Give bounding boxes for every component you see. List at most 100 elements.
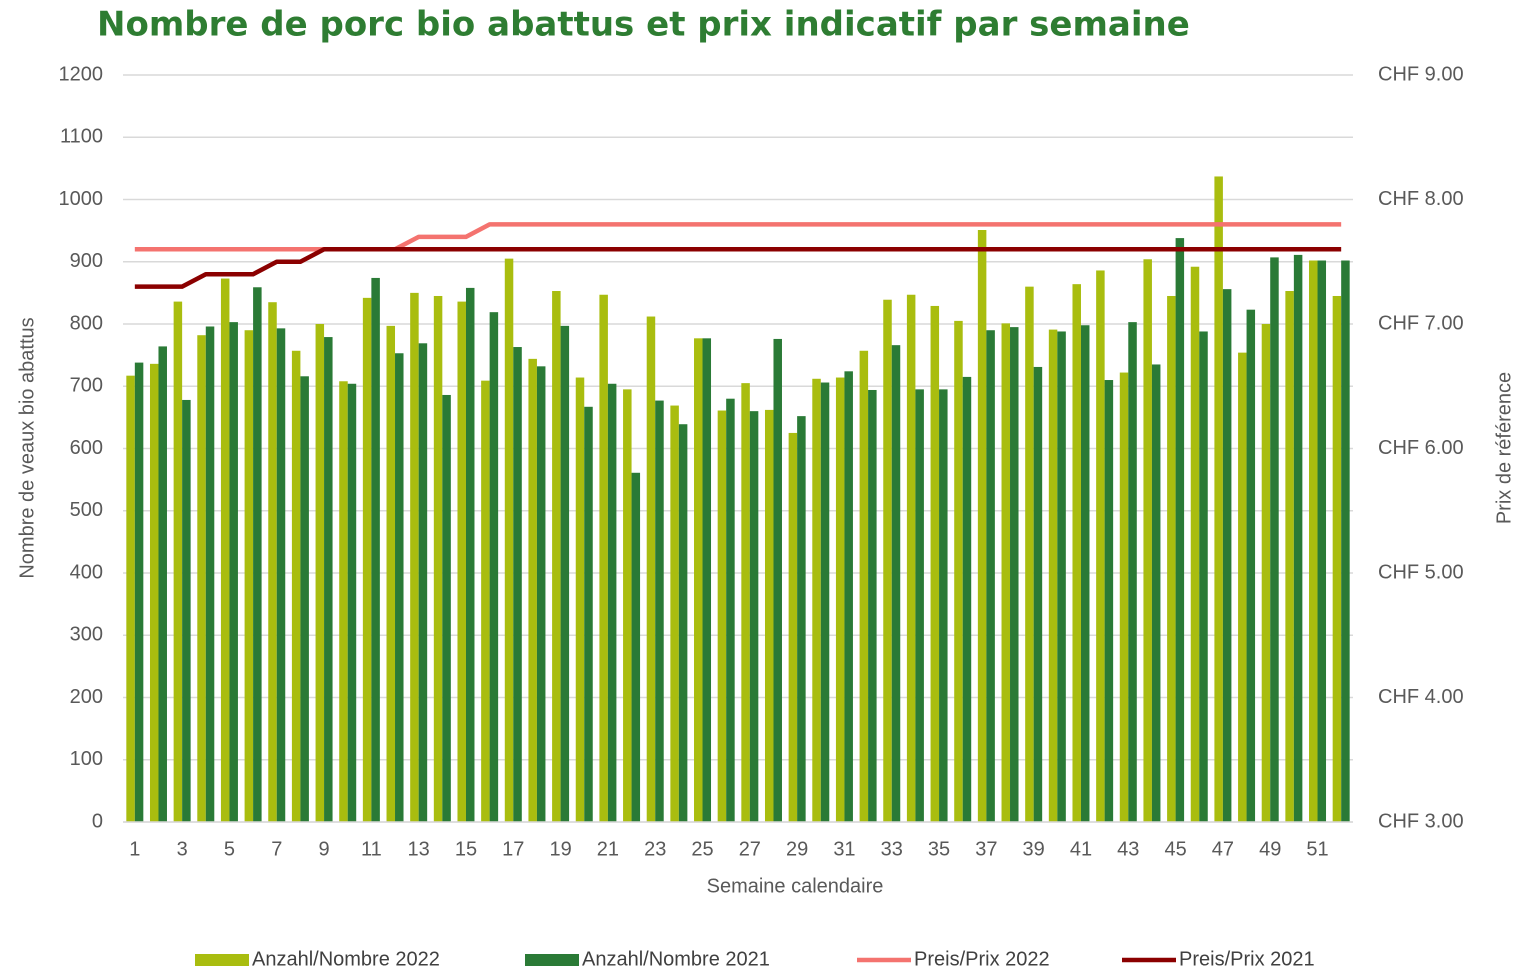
bar	[631, 472, 641, 822]
bar	[1293, 254, 1303, 823]
bar	[339, 381, 348, 822]
bar	[268, 302, 277, 822]
y-tick-label: 800	[70, 312, 103, 334]
bar	[1175, 238, 1185, 823]
bar	[395, 353, 404, 822]
x-tick-label: 19	[549, 838, 571, 860]
bar	[1096, 270, 1105, 823]
bar	[788, 432, 798, 822]
bar	[536, 366, 546, 822]
y-tick-label: 900	[70, 250, 103, 272]
bar	[433, 295, 443, 822]
y2-tick-label: CHF 6.00	[1378, 437, 1464, 459]
bar	[906, 294, 916, 822]
y-tick-label: 1000	[59, 188, 104, 210]
bar	[1080, 325, 1090, 822]
bar	[1119, 372, 1129, 822]
x-tick-label: 25	[691, 838, 713, 860]
bar	[465, 287, 475, 822]
chart-title: Nombre de porc bio abattus et prix indic…	[97, 5, 1190, 45]
bar	[1025, 286, 1034, 822]
bar	[977, 230, 987, 822]
bar	[702, 338, 712, 822]
bar	[764, 409, 774, 822]
bar	[442, 394, 451, 822]
bar	[1001, 323, 1011, 822]
x-tick-label: 15	[455, 838, 477, 860]
bar	[300, 376, 309, 822]
bar	[1048, 329, 1058, 822]
x-tick-label: 1	[129, 838, 140, 860]
bar	[362, 297, 372, 823]
x-tick-label: 23	[644, 838, 666, 860]
bar	[134, 362, 144, 822]
bar	[158, 346, 167, 822]
bar	[291, 350, 301, 822]
x-tick-label: 49	[1259, 838, 1281, 860]
bar	[1341, 260, 1350, 822]
y2-axis-label: Prix de référence	[1493, 372, 1515, 524]
x-tick-label: 13	[408, 838, 430, 860]
legend-label: Preis/Prix 2022	[914, 948, 1050, 970]
x-axis-label: Semaine calendaire	[707, 875, 884, 897]
bar	[504, 258, 514, 822]
y-tick-label: 100	[70, 748, 103, 770]
bar	[646, 316, 656, 822]
bar	[386, 325, 396, 822]
bar	[253, 287, 262, 823]
bar	[883, 299, 892, 822]
bar	[347, 383, 357, 822]
y-axis-label: Nombre de veaux bio abattus	[16, 317, 38, 578]
x-tick-label: 41	[1070, 838, 1092, 860]
bar	[954, 320, 963, 822]
bar	[1285, 291, 1294, 822]
bar	[678, 424, 688, 822]
bar	[1246, 309, 1256, 822]
y-tick-label: 1200	[59, 63, 104, 85]
x-tick-label: 27	[739, 838, 761, 860]
legend-label: Preis/Prix 2021	[1179, 948, 1315, 970]
bar	[1261, 324, 1271, 822]
x-tick-label: 3	[177, 838, 188, 860]
y-tick-label: 0	[92, 810, 103, 832]
bar	[749, 411, 759, 822]
bar	[1317, 260, 1327, 822]
bar	[205, 326, 215, 822]
y2-tick-label: CHF 7.00	[1378, 312, 1464, 334]
bar	[623, 389, 632, 822]
bar	[1332, 295, 1342, 822]
y2-tick-label: CHF 5.00	[1378, 561, 1464, 583]
bar	[868, 389, 877, 822]
bar	[220, 278, 230, 822]
legend-swatch	[195, 954, 249, 966]
bar	[891, 345, 901, 822]
y2-tick-label: CHF 3.00	[1378, 810, 1464, 832]
legend-label: Anzahl/Nombre 2021	[582, 948, 770, 970]
x-tick-label: 29	[786, 838, 808, 860]
bar	[1238, 352, 1247, 822]
bar	[1104, 380, 1114, 822]
bar	[182, 399, 191, 822]
bar	[670, 405, 679, 822]
bar	[1167, 295, 1176, 822]
bar	[1222, 289, 1232, 822]
bar	[726, 398, 735, 822]
bar	[1057, 331, 1066, 822]
y-tick-label: 400	[70, 561, 103, 583]
bar	[1128, 322, 1137, 822]
bar	[418, 343, 428, 822]
x-tick-label: 45	[1164, 838, 1186, 860]
bar	[371, 277, 380, 822]
bar	[1072, 284, 1081, 822]
bar	[410, 292, 419, 822]
bar	[930, 305, 940, 822]
bar	[1309, 260, 1318, 822]
x-tick-label: 31	[833, 838, 855, 860]
bar	[962, 376, 972, 822]
y2-tick-label: CHF 8.00	[1378, 188, 1464, 210]
x-tick-label: 5	[224, 838, 235, 860]
bar	[915, 389, 924, 822]
y2-tick-label: CHF 9.00	[1378, 63, 1464, 85]
y-tick-label: 600	[70, 437, 103, 459]
line	[134, 222, 1342, 252]
